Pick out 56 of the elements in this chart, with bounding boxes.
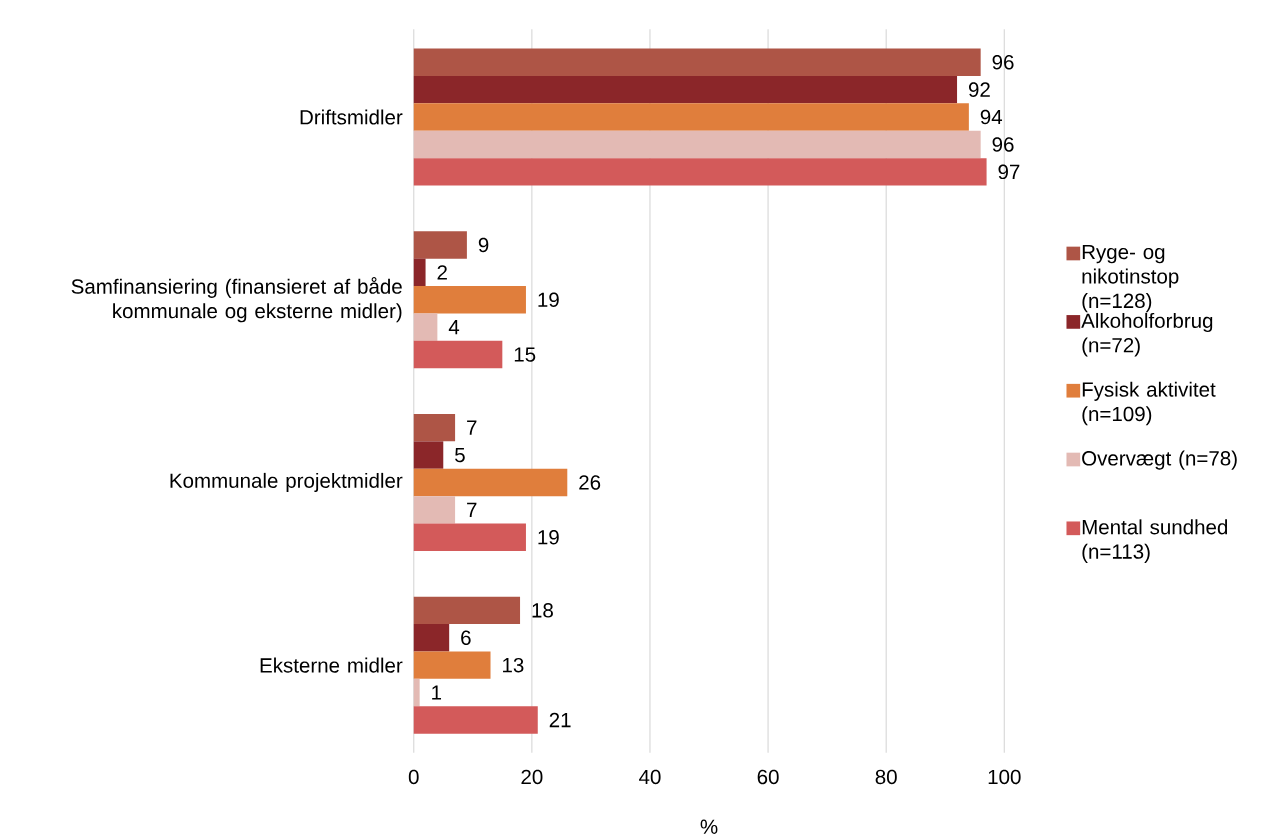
- bar: [413, 624, 450, 652]
- data-label: 5: [455, 447, 465, 463]
- data-label: 15: [514, 347, 536, 362]
- data-label: 26: [579, 475, 601, 490]
- bar: [413, 706, 538, 734]
- data-label: 21: [549, 712, 571, 728]
- legend-label: Overvægt (n=78): [1082, 450, 1237, 470]
- legend-label: Alkoholforbrug (n=72): [1081, 312, 1213, 357]
- data-label: 9: [478, 237, 489, 253]
- x-axis-title: %: [700, 819, 718, 834]
- y-tick-label: Kommunale projektmidler: [170, 472, 403, 493]
- data-label: 92: [968, 82, 990, 97]
- data-label: 96: [992, 137, 1014, 152]
- bar: [413, 286, 526, 314]
- y-tick-label: Samfinansiering (finansieret af både kommunale og eksterne midler): [71, 277, 402, 323]
- x-tick-label: 20: [521, 769, 543, 785]
- bar: [413, 596, 521, 625]
- bar: [413, 678, 420, 707]
- x-tick-label: 60: [757, 769, 779, 785]
- data-label: 7: [467, 420, 477, 435]
- bar: [413, 468, 568, 497]
- data-label: 18: [532, 603, 553, 618]
- bar: [413, 340, 503, 369]
- x-tick-label: 0: [408, 769, 419, 785]
- bar: [413, 258, 426, 287]
- bar: [413, 651, 491, 679]
- data-label: 96: [992, 54, 1014, 70]
- bar: [413, 441, 444, 469]
- bar: [413, 413, 456, 442]
- legend-label: Ryge- og nikotinstop (n=128): [1082, 244, 1179, 313]
- data-label: 94: [980, 109, 1003, 125]
- data-label: 97: [998, 164, 1020, 180]
- data-label: 19: [538, 530, 559, 545]
- bar: [413, 231, 467, 259]
- bar: [413, 523, 526, 551]
- data-label: 6: [461, 630, 471, 646]
- data-label: 13: [503, 657, 524, 673]
- bar: [413, 75, 958, 104]
- y-tick-label: Eksterne midler: [260, 657, 403, 673]
- bar: [413, 103, 969, 131]
- x-tick-label: 80: [875, 769, 897, 785]
- data-label: 7: [467, 502, 477, 517]
- bar: [413, 313, 438, 341]
- data-label: 4: [448, 320, 460, 335]
- data-label: 2: [437, 265, 447, 280]
- bar: [413, 130, 981, 159]
- bar: [413, 48, 981, 76]
- data-label: 1: [432, 685, 442, 700]
- x-tick-label: 100: [988, 769, 1021, 785]
- bar: [413, 158, 987, 186]
- x-tick-label: 40: [639, 769, 661, 785]
- bar: [413, 496, 456, 524]
- legend-label: Fysisk aktivitet (n=109): [1082, 381, 1216, 426]
- y-tick-label: Driftsmidler: [300, 109, 403, 125]
- data-label: 19: [538, 292, 559, 308]
- legend-label: Mental sundhed (n=113): [1082, 519, 1228, 563]
